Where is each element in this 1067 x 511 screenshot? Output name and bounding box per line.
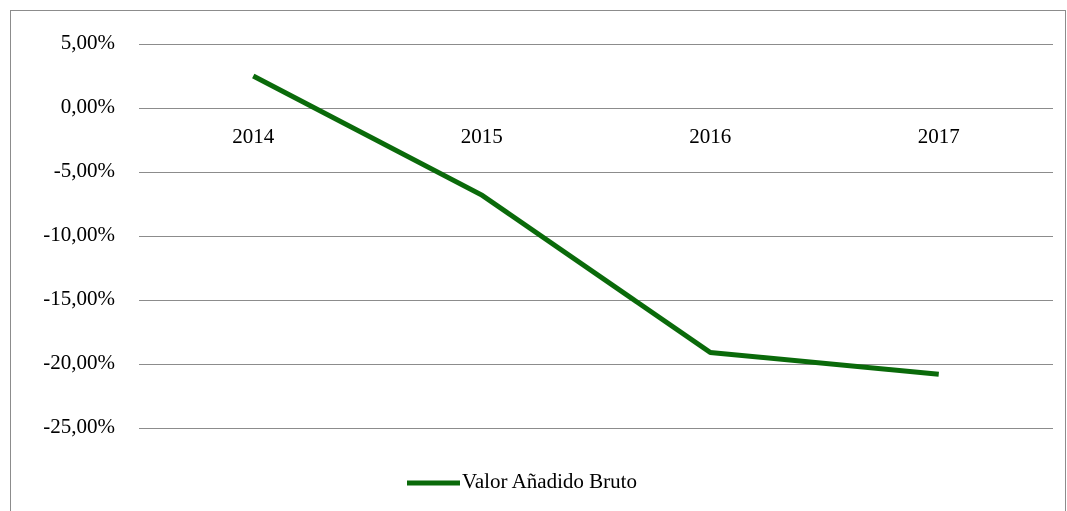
y-tick-label: -15,00% bbox=[43, 286, 115, 310]
x-tick-label: 2016 bbox=[689, 124, 731, 148]
y-tick-label: -5,00% bbox=[54, 158, 115, 182]
y-tick-label: -20,00% bbox=[43, 350, 115, 374]
x-tick-label: 2015 bbox=[461, 124, 503, 148]
x-tick-label: 2014 bbox=[232, 124, 275, 148]
y-tick-label: -10,00% bbox=[43, 222, 115, 246]
y-tick-label: 5,00% bbox=[61, 30, 115, 54]
legend-label: Valor Añadido Bruto bbox=[462, 469, 637, 493]
line-series bbox=[252, 73, 939, 377]
chart-border bbox=[10, 10, 1066, 511]
y-tick-label: 0,00% bbox=[61, 94, 115, 118]
x-tick-label: 2017 bbox=[918, 124, 960, 148]
y-tick-label: -25,00% bbox=[43, 414, 115, 438]
